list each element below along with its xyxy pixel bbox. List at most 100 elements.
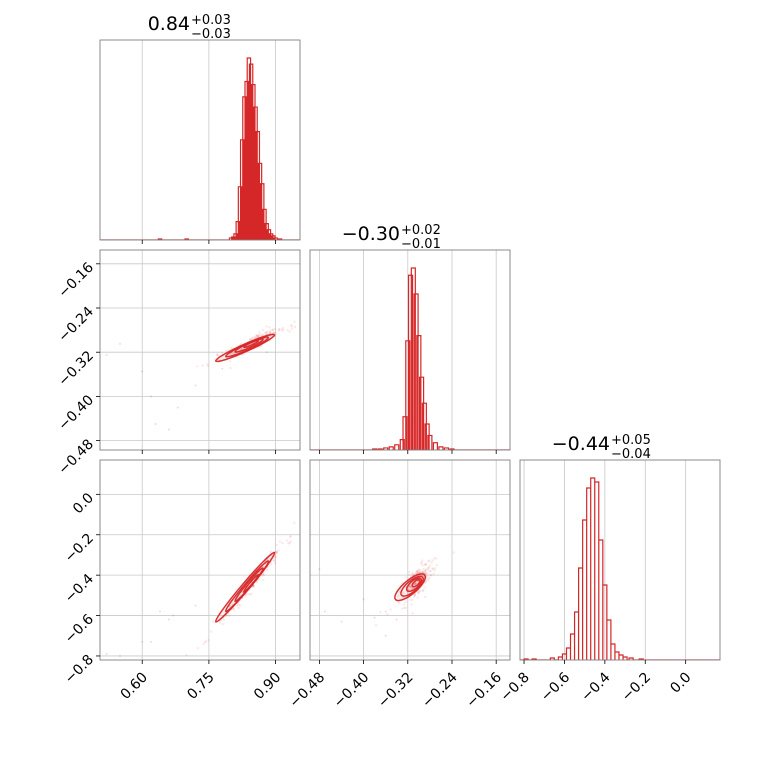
scatter-point <box>229 360 232 363</box>
scatter-point <box>415 570 418 574</box>
scatter-point <box>248 338 252 341</box>
scatter-point <box>290 327 294 331</box>
outlier-point <box>265 351 268 354</box>
title-value: −0.30 <box>342 223 400 245</box>
scatter-point <box>244 594 247 598</box>
scatter-point <box>417 592 420 595</box>
scatter-point <box>201 364 205 367</box>
outlier-point <box>141 370 144 373</box>
scatter-point <box>206 362 209 366</box>
scatter-point <box>397 600 400 604</box>
scatter-point <box>211 620 215 623</box>
scatter-point <box>202 642 205 646</box>
scatter-point <box>419 562 423 565</box>
scatter-point <box>417 591 420 594</box>
scatter-point <box>252 336 255 339</box>
x-tick-label: −0.8 <box>498 670 533 705</box>
title-value: −0.44 <box>552 433 610 455</box>
outlier-point <box>105 353 108 356</box>
scatter-point <box>251 585 255 588</box>
scatter-point <box>257 578 261 581</box>
scatter-point <box>416 571 420 574</box>
scatter-point <box>431 559 434 562</box>
scatter-point <box>428 559 431 562</box>
scatter-point <box>237 606 240 609</box>
scatter-point <box>423 569 426 573</box>
scatter-point <box>221 622 225 626</box>
scatter-point <box>264 331 268 334</box>
scatter-point <box>397 594 400 598</box>
scatter-point <box>185 653 188 657</box>
title-plus: +0.02 <box>401 223 441 238</box>
y-tick-label: −0.24 <box>55 304 97 346</box>
scatter-point <box>414 582 418 585</box>
scatter-point <box>408 573 411 576</box>
scatter-point <box>268 331 272 334</box>
scatter-point <box>412 573 415 576</box>
scatter-point <box>418 571 421 574</box>
scatter-point <box>429 573 432 576</box>
scatter-point <box>433 569 436 572</box>
scatter-point <box>404 600 407 603</box>
panel-frame <box>309 459 511 661</box>
panel-frame <box>309 249 511 451</box>
scatter-point <box>402 591 405 594</box>
x-tick-label: −0.4 <box>578 669 613 704</box>
scatter-point <box>424 563 427 567</box>
x-tick-label: 0.75 <box>184 670 217 703</box>
y-tick-label: −0.2 <box>62 531 97 566</box>
scatter-point <box>255 333 258 337</box>
x-tick-label: 0.60 <box>118 670 151 703</box>
scatter-point <box>250 592 253 595</box>
scatter-point <box>218 621 222 625</box>
scatter-point <box>431 567 435 570</box>
histogram-line <box>520 477 720 660</box>
scatter-point <box>275 543 279 547</box>
scatter-point <box>232 607 236 611</box>
scatter-point <box>265 325 268 328</box>
title-plus: +0.05 <box>611 433 651 448</box>
scatter-point <box>422 589 425 593</box>
contour-line <box>405 577 423 593</box>
panel-2-2: −0.44 +0.05−0.04 −0.8 −0.6 −0.4 −0.2 0.0 <box>498 433 721 705</box>
scatter-point <box>248 593 251 596</box>
histogram-title: −0.44 +0.05−0.04 <box>552 433 651 462</box>
scatter-point <box>196 646 199 650</box>
scatter-point <box>425 568 428 571</box>
x-tick-label: −0.6 <box>538 669 573 704</box>
panel-0-0: 0.84 +0.03−0.03 <box>99 13 301 244</box>
scatter-point <box>293 325 297 329</box>
scatter-point <box>424 569 428 572</box>
scatter-point <box>268 331 272 334</box>
scatter-point <box>273 327 277 331</box>
scatter-point <box>409 586 413 590</box>
histogram-line <box>100 57 300 240</box>
outlier-point <box>323 610 326 613</box>
scatter-point <box>274 556 278 559</box>
scatter-point <box>264 337 267 340</box>
scatter-point <box>410 598 414 602</box>
outlier-point <box>362 598 365 601</box>
scatter-point <box>272 331 276 334</box>
scatter-point <box>273 557 276 560</box>
scatter-point <box>374 623 378 627</box>
scatter-point <box>424 563 428 566</box>
scatter-point <box>410 586 413 589</box>
scatter-point <box>289 535 292 538</box>
outlier-point <box>221 367 224 370</box>
scatter-point <box>424 581 427 584</box>
outlier-point <box>176 406 179 409</box>
outlier-point <box>194 384 197 387</box>
scatter-point <box>204 640 208 643</box>
scatter-point <box>285 539 289 542</box>
scatter-point <box>411 571 414 574</box>
y-tick-label: −0.8 <box>62 652 97 687</box>
scatter-point <box>293 521 296 525</box>
contour-line <box>411 578 421 588</box>
scatter-point <box>232 352 235 355</box>
scatter-point <box>256 334 259 337</box>
scatter-point <box>320 308 322 310</box>
scatter-point <box>434 567 437 570</box>
scatter-point <box>216 353 219 356</box>
